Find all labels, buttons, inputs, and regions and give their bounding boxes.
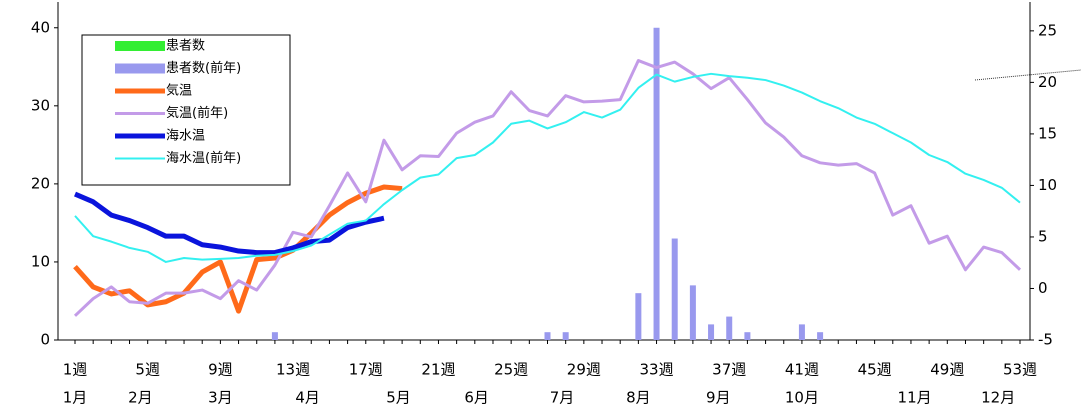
y-tick-label: 10 <box>31 252 50 270</box>
legend-label: 気温(前年) <box>166 105 228 121</box>
y2-tick-label: 20 <box>1038 73 1057 91</box>
month-label: 7月 <box>550 389 575 407</box>
month-label: 10月 <box>785 389 819 407</box>
month-label: 9月 <box>706 389 731 407</box>
x-tick-label: 41週 <box>785 361 819 379</box>
legend-label: 患者数(前年) <box>166 60 241 76</box>
month-label: 5月 <box>386 389 411 407</box>
month-label: 6月 <box>464 389 489 407</box>
month-label: 2月 <box>128 389 153 407</box>
legend-label: 患者数 <box>166 39 205 54</box>
month-label: 4月 <box>295 389 320 407</box>
line <box>73 59 1022 317</box>
bar <box>798 324 805 340</box>
x-tick-label: 37週 <box>712 361 746 379</box>
month-label: 11月 <box>898 389 932 407</box>
bar <box>271 332 278 340</box>
y2-tick-label: 10 <box>1038 176 1057 194</box>
y2-tick-label: 15 <box>1038 124 1057 142</box>
legend-label: 気温 <box>166 83 192 99</box>
x-tick-label: 25週 <box>494 361 528 379</box>
month-label: 1月 <box>63 389 88 407</box>
y2-tick-label: -5 <box>1038 331 1053 349</box>
annotation-line <box>974 69 1081 81</box>
bar <box>726 316 733 340</box>
x-tick-label: 49週 <box>930 361 964 379</box>
y2-tick-label: 5 <box>1038 227 1048 245</box>
x-tick-label: 1週 <box>63 361 88 379</box>
bar <box>689 285 696 340</box>
bar <box>671 238 678 340</box>
legend-label: 海水温 <box>166 129 205 144</box>
legend-box <box>81 34 291 186</box>
x-tick-label: 33週 <box>639 361 673 379</box>
y-tick-label: 0 <box>40 331 50 349</box>
line <box>73 184 403 314</box>
month-label: 3月 <box>208 389 233 407</box>
x-tick-label: 45週 <box>858 361 892 379</box>
month-label: 12月 <box>981 389 1015 407</box>
bar <box>744 332 751 340</box>
bar <box>544 332 551 340</box>
x-tick-label: 9週 <box>208 361 233 379</box>
x-tick-label: 21週 <box>421 361 455 379</box>
legend-swatch <box>115 41 165 51</box>
x-tick-label: 13週 <box>276 361 310 379</box>
x-tick-label: 53週 <box>1003 361 1037 379</box>
bar <box>708 324 715 340</box>
x-tick-label: 5週 <box>135 361 160 379</box>
y2-tick-label: 25 <box>1038 21 1057 39</box>
line <box>74 191 385 256</box>
legend-swatch <box>115 63 165 74</box>
x-tick-label: 29週 <box>567 361 601 379</box>
bar <box>817 332 824 340</box>
month-label: 8月 <box>626 389 651 407</box>
legend-label: 海水温(前年) <box>166 150 241 166</box>
bar <box>562 332 569 340</box>
x-tick-label: 17週 <box>349 361 383 379</box>
y2-tick-label: 0 <box>1038 279 1048 297</box>
bar <box>635 293 642 340</box>
line <box>74 72 1021 263</box>
bar <box>653 27 660 340</box>
y-tick-label: 30 <box>31 96 50 114</box>
y-tick-label: 40 <box>31 18 50 36</box>
y-tick-label: 20 <box>31 174 50 192</box>
